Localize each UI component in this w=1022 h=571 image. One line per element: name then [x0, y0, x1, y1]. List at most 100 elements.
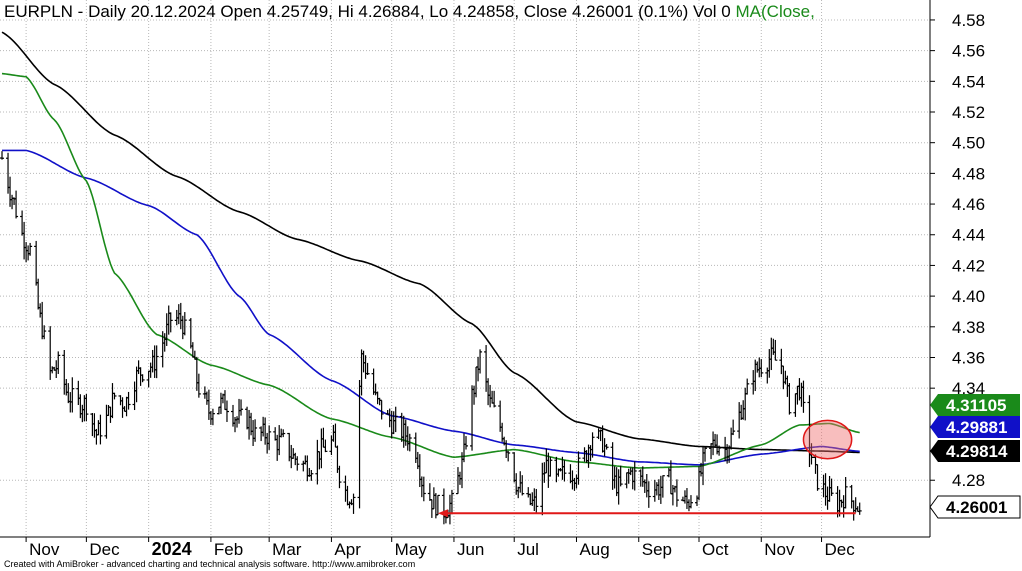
support-arrow-head — [437, 509, 448, 518]
price-bar — [472, 385, 477, 405]
value-label-text: 4.29814 — [946, 442, 1008, 461]
price-bar — [357, 380, 362, 509]
x-tick-label: Jun — [457, 540, 484, 559]
price-bar — [351, 493, 356, 514]
price-bar — [188, 318, 193, 349]
crossover-highlight-ellipse — [802, 419, 853, 460]
price-bar — [532, 488, 537, 512]
price-bar — [737, 402, 742, 439]
x-tick-label: Apr — [334, 540, 361, 559]
price-bar — [640, 466, 645, 487]
price-bar — [574, 474, 579, 489]
price-bar — [295, 456, 300, 471]
price-bar — [329, 435, 334, 456]
price-bar — [703, 446, 708, 462]
price-bar — [247, 409, 252, 440]
price-bar — [604, 443, 609, 450]
price-bar — [245, 406, 250, 430]
price-bar — [799, 382, 804, 407]
y-tick-label: 4.34 — [952, 379, 985, 398]
ma_green-line — [1, 72, 860, 469]
price-bar — [36, 278, 41, 310]
price-bar — [713, 433, 718, 448]
price-bar — [743, 387, 748, 421]
price-bar — [82, 395, 87, 422]
price-bar — [321, 427, 326, 448]
price-bar — [464, 436, 469, 450]
price-bar — [38, 303, 43, 318]
value-label-box — [930, 416, 1020, 438]
price-bar — [84, 394, 89, 422]
price-bar — [843, 477, 848, 509]
price-bar — [773, 339, 778, 361]
price-bar — [194, 356, 199, 391]
price-bar — [427, 483, 432, 501]
price-bar — [668, 460, 673, 495]
price-bar — [347, 501, 352, 509]
price-bar — [291, 448, 296, 459]
price-bar — [235, 416, 240, 428]
price-bar — [474, 366, 479, 398]
price-bar — [711, 431, 716, 456]
moving-averages — [1, 31, 860, 469]
price-bar — [94, 428, 99, 445]
price-bar — [602, 438, 607, 457]
price-bar — [373, 383, 378, 396]
y-tick-label: 4.28 — [952, 471, 985, 490]
price-bar — [90, 413, 95, 437]
price-bar — [8, 176, 13, 207]
price-bar — [554, 456, 559, 483]
price-bar — [98, 414, 103, 445]
price-bar — [779, 348, 784, 375]
price-bar — [273, 427, 278, 441]
price-bar — [281, 429, 286, 438]
price-bar — [303, 455, 308, 465]
value-label-text: 4.26001 — [946, 498, 1007, 517]
price-bar — [361, 350, 366, 373]
price-bar — [612, 466, 617, 489]
price-bar — [441, 488, 446, 525]
price-bar — [26, 245, 31, 261]
ma_blue-value-label: 4.29881 — [930, 416, 1020, 438]
ma_black-value-label: 4.29814 — [930, 440, 1020, 462]
price-bar — [815, 464, 820, 491]
price-bar — [614, 467, 619, 497]
price-bar — [588, 445, 593, 462]
price-bar — [136, 360, 141, 375]
chart-title: EURPLN - Daily 20.12.2024 Open 4.25749, … — [4, 2, 815, 22]
price-bar — [319, 428, 324, 469]
price-bar — [849, 484, 854, 509]
price-bar — [407, 433, 412, 452]
price-bar — [751, 370, 756, 395]
price-bar — [275, 434, 280, 461]
price-bar — [166, 305, 171, 335]
price-bar — [210, 408, 215, 426]
y-tick-label: 4.56 — [952, 42, 985, 61]
y-tick-label: 4.52 — [952, 103, 985, 122]
price-bar — [447, 494, 452, 525]
price-bar — [154, 345, 159, 379]
price-bar — [196, 373, 201, 398]
price-bar — [132, 381, 137, 411]
price-bar — [92, 413, 97, 438]
price-bar — [658, 475, 663, 504]
price-bar — [317, 451, 322, 470]
price-bar — [22, 221, 27, 260]
price-bar — [76, 380, 81, 406]
price-bar — [470, 385, 475, 451]
price-bar — [331, 424, 336, 442]
price-bar — [146, 370, 151, 388]
price-value-label: 4.26001 — [929, 495, 1021, 519]
price-bar — [237, 398, 242, 424]
price-bar — [568, 464, 573, 484]
value-labels: 4.31105 4.29881 4.29814 4.26001 — [929, 394, 1021, 519]
price-bar — [646, 481, 651, 508]
price-bar — [70, 377, 75, 413]
price-bar — [239, 399, 244, 416]
price-bar — [793, 393, 798, 417]
y-tick-label: 4.50 — [952, 134, 985, 153]
ma_blue-line — [2, 149, 860, 466]
price-bar — [180, 315, 185, 340]
price-bar — [148, 362, 153, 378]
